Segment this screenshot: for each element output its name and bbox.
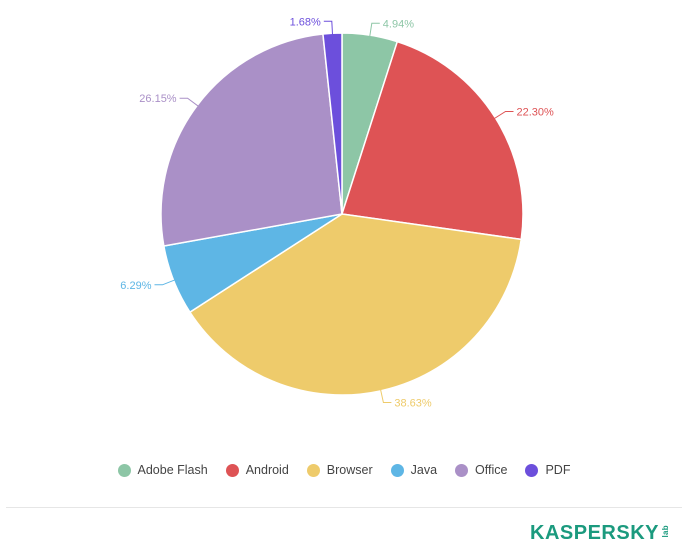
- legend-label: Office: [475, 463, 508, 477]
- brand-sub: lab: [661, 525, 670, 538]
- pie-chart: 4.94% 22.30% 38.63% 6.29% 26.15% 1.68%: [120, 16, 554, 409]
- pie-slice-office: [160, 33, 343, 247]
- legend-label: Adobe Flash: [137, 463, 208, 477]
- pie-chart-svg: 4.94% 22.30% 38.63% 6.29% 26.15% 1.68%: [120, 16, 554, 409]
- legend-item: Office: [455, 463, 507, 477]
- legend-swatch: [525, 463, 539, 477]
- kaspersky-logo: KASPERSKY lab: [530, 522, 670, 545]
- legend-label: Java: [410, 463, 438, 477]
- slice-value-label: 4.94%: [383, 18, 414, 30]
- label-leader-line: [154, 278, 177, 286]
- legend-label: Android: [245, 463, 289, 477]
- label-leader-line: [379, 387, 392, 403]
- legend-label: Browser: [326, 463, 373, 477]
- legend-swatch: [455, 463, 469, 477]
- legend-item: Android: [225, 463, 289, 477]
- label-leader-line: [323, 20, 334, 37]
- legend-item: Browser: [306, 463, 373, 477]
- pie-slices: [160, 32, 524, 396]
- footer-divider: [6, 507, 682, 508]
- slice-value-label: 6.29%: [120, 280, 151, 292]
- legend-item: PDF: [525, 463, 570, 477]
- chart-legend: Adobe Flash Android Browser Java Office PDF: [0, 458, 688, 482]
- label-leader-line: [369, 22, 380, 39]
- brand-name: KASPERSKY: [530, 522, 659, 544]
- legend-item: Java: [390, 463, 438, 477]
- legend-swatch: [306, 463, 320, 477]
- legend-item: Adobe Flash: [117, 463, 208, 477]
- legend-swatch: [117, 463, 131, 477]
- label-leader-line: [179, 97, 200, 108]
- slice-value-label: 26.15%: [139, 93, 177, 105]
- pie-labels: 4.94% 22.30% 38.63% 6.29% 26.15% 1.68%: [120, 16, 554, 409]
- slice-value-label: 38.63%: [394, 398, 432, 410]
- slice-value-label: 22.30%: [517, 107, 555, 119]
- label-leader-line: [492, 111, 514, 120]
- legend-swatch: [225, 463, 239, 477]
- legend-label: PDF: [545, 463, 571, 477]
- slice-value-label: 1.68%: [290, 16, 321, 28]
- legend-swatch: [390, 463, 404, 477]
